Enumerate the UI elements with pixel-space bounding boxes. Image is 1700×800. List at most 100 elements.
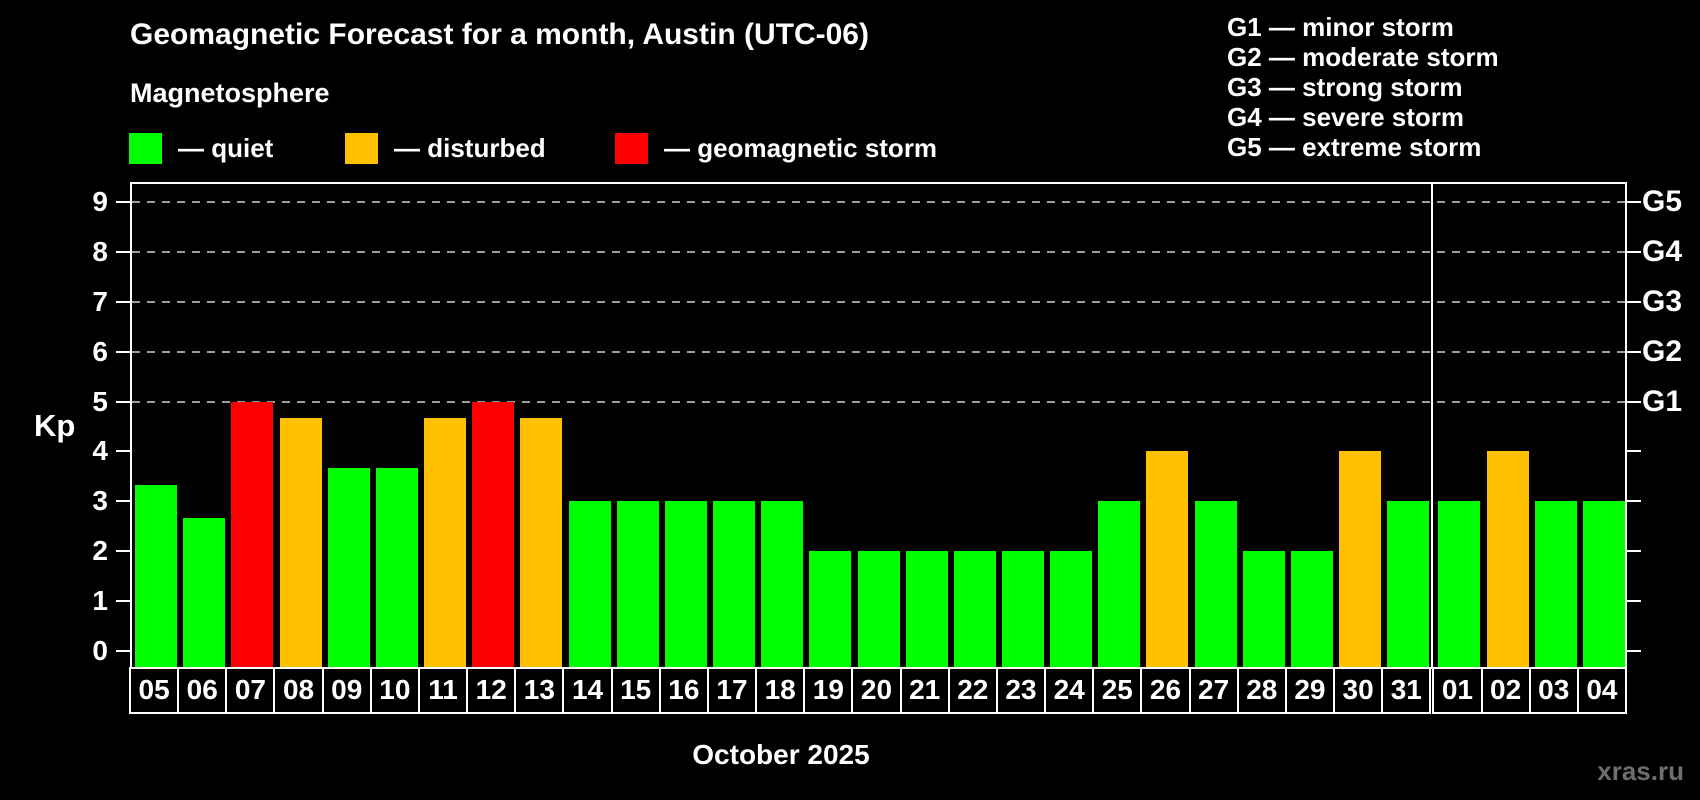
day-label-23: 23 <box>995 667 1047 714</box>
day-label-13: 13 <box>514 667 565 714</box>
y-axis-label-5: 5 <box>92 385 108 417</box>
kp-bar-day-19 <box>809 551 852 667</box>
kp-bar-day-05 <box>135 484 178 667</box>
day-label-29: 29 <box>1284 667 1336 714</box>
kp-bar-day-31 <box>1387 501 1430 667</box>
kp-bar-day-02 <box>1486 451 1529 667</box>
y-tick-left-0 <box>116 650 130 652</box>
day-label-14: 14 <box>562 667 613 714</box>
y-axis-label-7: 7 <box>92 285 108 317</box>
day-label-11: 11 <box>417 667 469 714</box>
kp-bar-day-14 <box>568 501 611 667</box>
y-tick-left-5 <box>116 400 130 403</box>
day-label-22: 22 <box>947 667 998 714</box>
day-label-16: 16 <box>658 667 709 714</box>
kp-bar-day-12 <box>472 401 515 667</box>
day-label-01: 01 <box>1432 667 1483 714</box>
kp-bar-day-11 <box>424 417 467 667</box>
kp-bar-day-29 <box>1290 551 1333 667</box>
day-label-10: 10 <box>369 667 420 714</box>
kp-axis-title: Kp <box>34 408 76 443</box>
day-label-19: 19 <box>803 667 854 714</box>
kp-bar-day-17 <box>713 501 756 667</box>
kp-bar-day-30 <box>1339 451 1382 667</box>
y-axis-label-0: 0 <box>92 635 108 666</box>
kp-bar-day-08 <box>279 417 322 667</box>
y-tick-right-5 <box>1627 400 1641 403</box>
g-axis-label-G2: G2 <box>1642 334 1683 368</box>
day-label-03: 03 <box>1528 667 1579 714</box>
day-label-26: 26 <box>1140 667 1191 714</box>
kp-bar-day-23 <box>1001 551 1044 667</box>
y-tick-left-9 <box>116 200 130 203</box>
storm-scale-item-g1: G1 — minor storm <box>1227 12 1454 42</box>
watermark: xras.ru <box>1597 756 1684 786</box>
kp-bar-day-25 <box>1098 501 1141 667</box>
gridline-kp9 <box>132 200 1625 203</box>
legend-item-disturbed: — disturbed <box>345 133 546 164</box>
legend-label-disturbed: — disturbed <box>394 133 546 163</box>
day-label-30: 30 <box>1333 667 1384 714</box>
y-tick-left-4 <box>116 450 130 453</box>
kp-bar-day-10 <box>375 467 418 667</box>
day-label-02: 02 <box>1480 667 1531 714</box>
storm-scale-list: G1 — minor storm G2 — moderate storm G3 — … <box>1227 12 1499 162</box>
legend-label-quiet: — quiet <box>178 133 274 163</box>
day-label-20: 20 <box>851 667 902 714</box>
gridline-kp5 <box>132 400 1625 403</box>
y-axis-label-4: 4 <box>92 435 108 467</box>
day-label-04: 04 <box>1576 667 1627 714</box>
y-tick-left-3 <box>116 500 130 503</box>
y-axis-label-1: 1 <box>92 585 108 617</box>
day-label-06: 06 <box>177 667 228 714</box>
legend-item-storm: — geomagnetic storm <box>615 133 937 164</box>
y-tick-left-1 <box>116 600 130 603</box>
legend-swatch-quiet-icon <box>129 133 162 164</box>
y-tick-right-9 <box>1627 200 1641 203</box>
kp-bar-day-18 <box>761 501 804 667</box>
y-axis-label-8: 8 <box>92 235 108 267</box>
y-axis-label-2: 2 <box>92 535 108 567</box>
y-tick-right-2 <box>1627 550 1641 553</box>
day-label-28: 28 <box>1236 667 1287 714</box>
y-axis-label-9: 9 <box>92 185 108 217</box>
y-tick-left-8 <box>116 250 130 253</box>
day-label-15: 15 <box>610 667 661 714</box>
y-tick-left-2 <box>116 550 130 553</box>
kp-bar-day-21 <box>905 551 948 667</box>
legend-label-storm: — geomagnetic storm <box>664 133 938 163</box>
y-tick-left-7 <box>116 300 130 303</box>
kp-bar-day-04 <box>1582 501 1625 667</box>
day-label-12: 12 <box>466 667 517 714</box>
kp-bar-day-07 <box>231 401 274 667</box>
kp-bar-day-06 <box>183 517 226 667</box>
month-caption: October 2025 <box>692 739 870 770</box>
kp-bar-day-26 <box>1146 451 1189 667</box>
legend-item-quiet: — quiet <box>129 133 273 164</box>
y-tick-right-7 <box>1627 300 1641 303</box>
kp-bar-day-03 <box>1534 501 1577 667</box>
storm-scale-item-g5: G5 — extreme storm <box>1227 132 1482 162</box>
day-label-09: 09 <box>321 667 372 714</box>
day-label-05: 05 <box>129 667 180 714</box>
gridline-kp8 <box>132 250 1625 253</box>
kp-bar-day-28 <box>1242 551 1285 667</box>
month-separator <box>1431 182 1433 669</box>
kp-bar-day-27 <box>1194 501 1237 667</box>
gridline-kp7 <box>132 300 1625 303</box>
kp-bar-day-24 <box>1050 551 1093 667</box>
y-axis-label-3: 3 <box>92 485 108 517</box>
day-label-25: 25 <box>1092 667 1143 714</box>
legend-swatch-storm-icon <box>615 133 648 164</box>
y-tick-right-1 <box>1627 600 1641 603</box>
y-tick-right-8 <box>1627 250 1641 253</box>
storm-scale-item-g4: G4 — severe storm <box>1227 102 1465 132</box>
chart-title: Geomagnetic Forecast for a month, Austin… <box>130 18 869 51</box>
kp-bar-day-20 <box>857 551 900 667</box>
kp-bar-day-01 <box>1438 501 1481 667</box>
chart-subtitle: Magnetosphere <box>130 78 330 108</box>
y-axis-label-6: 6 <box>92 335 108 367</box>
y-tick-right-3 <box>1627 500 1641 503</box>
gridline-kp6 <box>132 350 1625 353</box>
